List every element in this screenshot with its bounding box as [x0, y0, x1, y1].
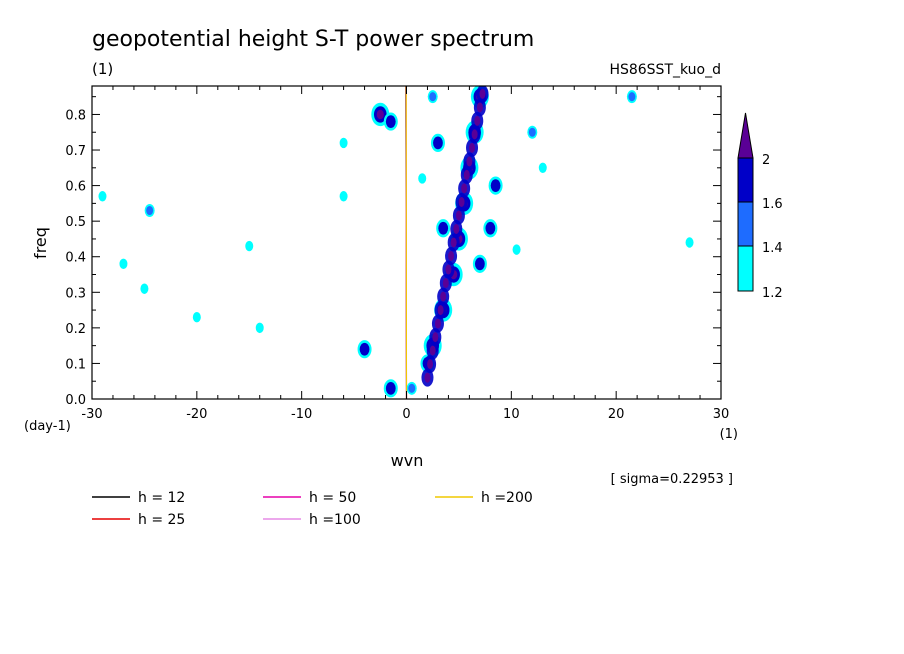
power-ridge-core — [463, 169, 470, 180]
power-contour-patch — [433, 136, 443, 150]
dispersion-curve-rossby-h100 — [405, 86, 408, 399]
power-ridge-core — [471, 129, 478, 140]
power-contours — [98, 86, 694, 398]
power-contour-patch — [385, 115, 396, 128]
legend-entry-label: h =200 — [481, 490, 533, 506]
power-ridge-core — [437, 305, 444, 316]
chart-title: geopotential height S-T power spectrum — [92, 27, 534, 52]
chart-subtitle-left: (1) — [92, 60, 113, 78]
power-ridge-core — [453, 223, 460, 234]
x-tick-label: 10 — [503, 407, 520, 422]
colorbar-extend-arrow — [737, 112, 754, 159]
power-contour-patch — [339, 137, 348, 149]
y-tick-label: 0.8 — [65, 108, 86, 123]
sigma-note: [ sigma=0.22953 ] — [611, 472, 733, 487]
x-tick-label: 30 — [713, 407, 730, 422]
legend-entry-label: h = 25 — [138, 512, 185, 528]
power-ridge-core — [448, 251, 455, 262]
power-contour-patch — [628, 92, 636, 102]
power-contour-patch — [512, 244, 521, 255]
colorbar-level-label: 1.2 — [762, 286, 783, 301]
colorbar: 1.2 1.4 1.6 2 — [737, 112, 783, 301]
dispersion-curve-rossby-h200 — [405, 86, 408, 399]
y-tick-label: 0.0 — [65, 393, 86, 408]
power-ridge-core — [461, 183, 468, 194]
x-tick-label: -20 — [186, 407, 207, 422]
colorbar-bin — [737, 201, 754, 247]
legend-entry-label: h = 12 — [138, 490, 185, 506]
x-tick-label: -30 — [81, 407, 102, 422]
power-contour-patch — [245, 240, 254, 252]
legend: h = 12 h = 25 h = 50 h =100 h =200 — [92, 490, 533, 528]
colorbar-level-label: 1.6 — [762, 197, 783, 212]
power-contour-patch — [385, 381, 396, 395]
chart-subtitle-right: HS86SST_kuo_d — [609, 62, 721, 78]
power-contour-patch — [538, 162, 547, 174]
power-ridge-core — [469, 142, 476, 153]
power-ridge-core — [479, 88, 486, 99]
power-ridge-core — [434, 318, 441, 329]
x-tick-label: 0 — [402, 407, 410, 422]
y-unit-label: (day-1) — [24, 419, 71, 434]
x-unit-label: (1) — [720, 427, 738, 442]
power-contour-patch — [438, 221, 449, 235]
power-contour-patch — [408, 383, 416, 393]
power-ridge-core — [445, 264, 452, 275]
power-ridge-core — [440, 291, 447, 302]
power-ridge-core — [442, 278, 449, 289]
power-contour-patch — [474, 257, 485, 271]
y-tick-label: 0.7 — [65, 144, 86, 159]
dispersion-curves — [405, 86, 408, 399]
power-ridge-core — [429, 345, 436, 356]
power-contour-patch — [418, 173, 427, 184]
power-ridge-core — [466, 156, 473, 167]
x-axis-label: wvn — [391, 451, 424, 470]
y-axis-label: freq — [31, 227, 50, 259]
x-tick-label: 20 — [608, 407, 625, 422]
power-contour-patch — [119, 258, 128, 270]
legend-entry-label: h =100 — [309, 512, 361, 528]
y-tick-label: 0.3 — [65, 286, 86, 301]
y-tick-label: 0.4 — [65, 251, 86, 266]
power-ridge-core — [432, 332, 439, 343]
axis-ticks: -30 -20 -10 0 10 20 30 0.0 0.1 0.2 0.3 0.4 0.5 0.6 0.7… — [65, 86, 729, 422]
dispersion-curve-rossby-h25 — [405, 86, 408, 399]
power-ridge-core — [427, 359, 434, 370]
power-contour-patch — [685, 237, 694, 248]
power-contour-patch — [376, 109, 384, 120]
y-tick-label: 0.5 — [65, 215, 86, 230]
dispersion-curve-rossby-h12 — [405, 86, 408, 399]
power-contour-patch — [485, 221, 496, 235]
colorbar-bin — [737, 157, 754, 203]
legend-entry-label: h = 50 — [309, 490, 356, 506]
y-tick-label: 0.6 — [65, 180, 86, 195]
x-tick-label: -10 — [291, 407, 312, 422]
colorbar-level-label: 2 — [762, 153, 770, 168]
power-contour-patch — [146, 205, 154, 216]
power-ridge-core — [476, 102, 483, 113]
power-contour-patch — [429, 92, 437, 102]
power-ridge-core — [474, 115, 481, 126]
power-contour-patch — [192, 311, 201, 323]
power-contour-patch — [339, 191, 348, 202]
y-tick-label: 0.1 — [65, 357, 86, 372]
power-ridge-core — [458, 196, 465, 207]
power-contour-patch — [359, 342, 370, 356]
colorbar-bin — [737, 245, 754, 292]
power-ridge-core — [455, 210, 462, 221]
power-contour-patch — [98, 191, 107, 202]
power-contour-patch — [490, 179, 501, 192]
power-contour-patch — [255, 322, 264, 334]
power-ridge-core — [424, 372, 431, 383]
dispersion-curve-rossby-h50 — [405, 86, 408, 399]
power-ridge-core — [450, 237, 457, 248]
colorbar-level-label: 1.4 — [762, 241, 783, 256]
power-contour-patch — [140, 283, 149, 294]
y-tick-label: 0.2 — [65, 322, 86, 337]
power-contour-patch — [528, 127, 536, 137]
